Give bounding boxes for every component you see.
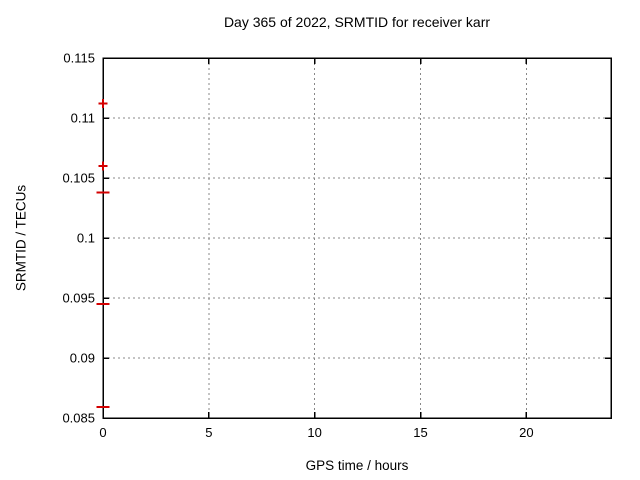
y-tick-label: 0.085: [62, 411, 95, 426]
x-tick-label: 0: [99, 425, 106, 440]
x-tick-label: 15: [413, 425, 427, 440]
x-tick-label: 5: [205, 425, 212, 440]
y-tick-label: 0.11: [71, 111, 95, 126]
x-tick-label: 20: [519, 425, 533, 440]
y-tick-label: 0.105: [62, 171, 95, 186]
y-tick-label: 0.09: [70, 351, 95, 366]
x-axis-label: GPS time / hours: [305, 458, 409, 473]
y-tick-label: 0.1: [77, 231, 95, 246]
plot-border: [102, 57, 612, 419]
y-tick-label: 0.115: [63, 51, 95, 66]
x-tick-label: 10: [307, 425, 321, 440]
chart-title: Day 365 of 2022, SRMTID for receiver kar…: [223, 14, 491, 30]
y-tick-label: 0.095: [62, 291, 95, 306]
